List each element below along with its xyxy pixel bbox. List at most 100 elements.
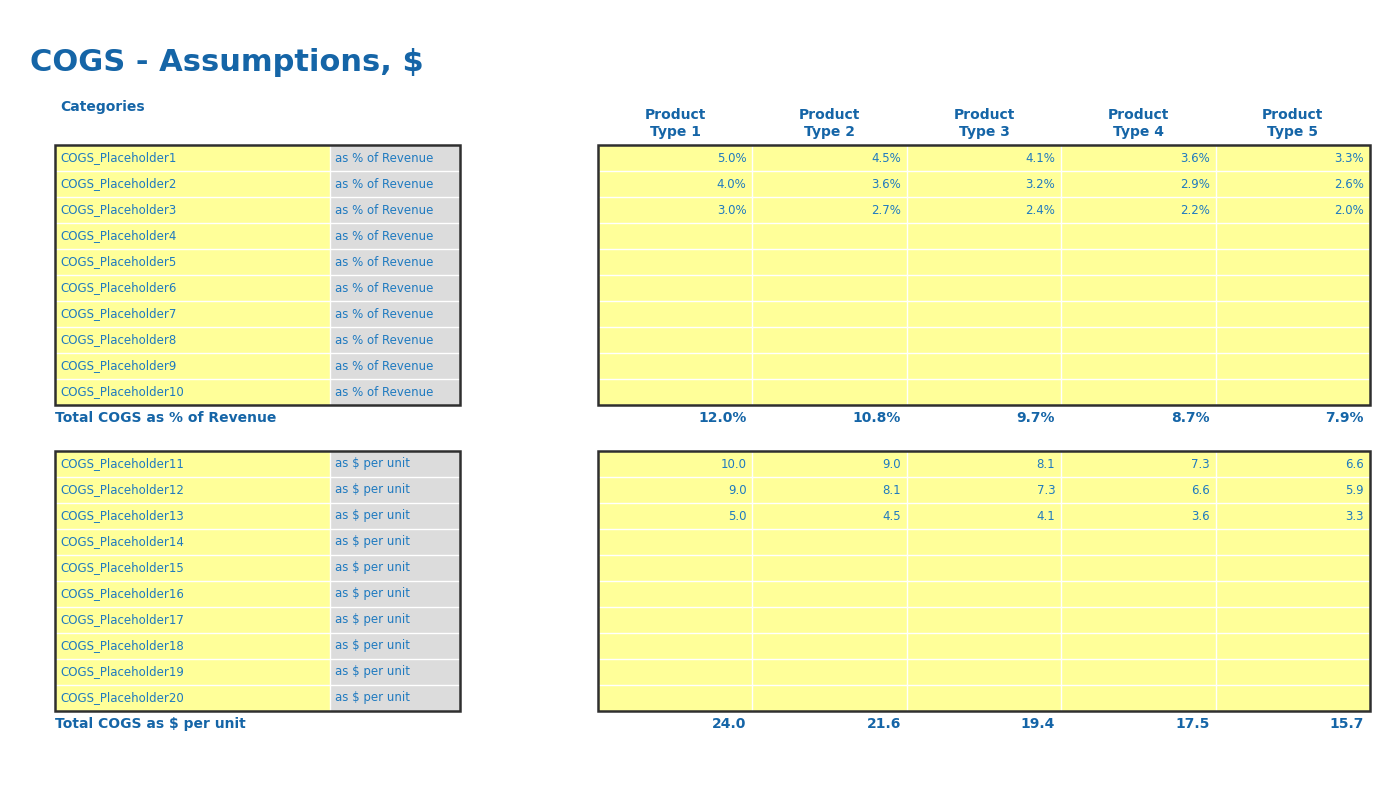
Text: COGS_Placeholder15: COGS_Placeholder15 [60, 561, 184, 575]
Bar [329, 327, 461, 353]
Bar [1216, 327, 1369, 353]
Bar [329, 223, 461, 249]
Bar [329, 685, 461, 711]
Bar [1061, 379, 1216, 405]
Bar [1061, 145, 1216, 171]
Text: as % of Revenue: as % of Revenue [335, 333, 433, 347]
Bar [329, 275, 461, 301]
Bar [1061, 477, 1216, 503]
Bar [752, 451, 907, 477]
Bar [54, 581, 329, 607]
Text: 2.4%: 2.4% [1025, 204, 1055, 216]
Text: COGS_Placeholder6: COGS_Placeholder6 [60, 281, 176, 295]
Bar [54, 477, 329, 503]
Bar [329, 301, 461, 327]
Bar [1216, 555, 1369, 581]
Text: as $ per unit: as $ per unit [335, 614, 410, 626]
Bar [1216, 145, 1369, 171]
Bar [1061, 275, 1216, 301]
Text: as % of Revenue: as % of Revenue [335, 178, 433, 190]
Bar [329, 145, 461, 171]
Bar [1061, 301, 1216, 327]
Text: 12.0%: 12.0% [698, 411, 747, 425]
Bar [1216, 223, 1369, 249]
Bar [1216, 353, 1369, 379]
Bar [752, 275, 907, 301]
Text: as $ per unit: as $ per unit [335, 692, 410, 704]
Text: as % of Revenue: as % of Revenue [335, 152, 433, 164]
Bar [597, 301, 752, 327]
Text: 10.8%: 10.8% [853, 411, 900, 425]
Bar [1216, 503, 1369, 529]
Text: COGS_Placeholder20: COGS_Placeholder20 [60, 692, 184, 704]
Bar [1216, 451, 1369, 477]
Text: 8.1: 8.1 [1037, 457, 1055, 471]
Text: as % of Revenue: as % of Revenue [335, 204, 433, 216]
Bar [54, 529, 329, 555]
Text: Total COGS as % of Revenue: Total COGS as % of Revenue [54, 411, 276, 425]
Bar [54, 145, 461, 405]
Text: COGS_Placeholder16: COGS_Placeholder16 [60, 587, 184, 601]
Text: 4.1: 4.1 [1036, 509, 1055, 523]
Text: 3.6: 3.6 [1191, 509, 1209, 523]
Text: 3.3%: 3.3% [1335, 152, 1364, 164]
Bar [907, 581, 1061, 607]
Bar [1216, 607, 1369, 633]
Bar [54, 555, 329, 581]
Text: 17.5: 17.5 [1175, 717, 1209, 731]
Bar [1061, 529, 1216, 555]
Bar [597, 503, 752, 529]
Text: COGS_Placeholder8: COGS_Placeholder8 [60, 333, 176, 347]
Text: as $ per unit: as $ per unit [335, 640, 410, 652]
Bar [597, 145, 752, 171]
Bar [54, 659, 329, 685]
Bar [54, 301, 329, 327]
Text: Categories: Categories [60, 100, 145, 114]
Text: COGS_Placeholder5: COGS_Placeholder5 [60, 255, 176, 269]
Bar [54, 503, 329, 529]
Bar [54, 451, 461, 711]
Text: 3.6%: 3.6% [871, 178, 900, 190]
Text: 15.7: 15.7 [1329, 717, 1364, 731]
Text: 4.5%: 4.5% [871, 152, 900, 164]
Bar [907, 275, 1061, 301]
Text: COGS_Placeholder14: COGS_Placeholder14 [60, 535, 184, 549]
Text: 2.9%: 2.9% [1180, 178, 1209, 190]
Bar [907, 145, 1061, 171]
Text: COGS_Placeholder4: COGS_Placeholder4 [60, 230, 176, 243]
Bar [1216, 249, 1369, 275]
Bar [1061, 249, 1216, 275]
Text: 10.0: 10.0 [720, 457, 747, 471]
Text: 9.0: 9.0 [727, 483, 747, 497]
Bar [752, 659, 907, 685]
Text: 9.0: 9.0 [882, 457, 900, 471]
Bar [597, 633, 752, 659]
Text: 8.1: 8.1 [882, 483, 900, 497]
Text: COGS_Placeholder9: COGS_Placeholder9 [60, 359, 176, 373]
Text: as % of Revenue: as % of Revenue [335, 281, 433, 295]
Bar [597, 477, 752, 503]
Text: as $ per unit: as $ per unit [335, 509, 410, 523]
Bar [1061, 223, 1216, 249]
Text: COGS_Placeholder1: COGS_Placeholder1 [60, 152, 176, 164]
Bar [752, 379, 907, 405]
Text: COGS_Placeholder19: COGS_Placeholder19 [60, 666, 184, 678]
Bar [54, 451, 329, 477]
Bar [54, 197, 329, 223]
Text: as $ per unit: as $ per unit [335, 457, 410, 471]
Text: COGS_Placeholder2: COGS_Placeholder2 [60, 178, 176, 190]
Text: 4.0%: 4.0% [716, 178, 747, 190]
Text: COGS_Placeholder12: COGS_Placeholder12 [60, 483, 184, 497]
Text: 21.6: 21.6 [867, 717, 900, 731]
Text: 2.6%: 2.6% [1335, 178, 1364, 190]
Bar [752, 249, 907, 275]
Bar [1216, 633, 1369, 659]
Bar [907, 477, 1061, 503]
Text: 7.3: 7.3 [1037, 483, 1055, 497]
Bar [54, 685, 329, 711]
Bar [1061, 197, 1216, 223]
Bar [907, 633, 1061, 659]
Bar [597, 607, 752, 633]
Bar [907, 451, 1061, 477]
Bar [597, 659, 752, 685]
